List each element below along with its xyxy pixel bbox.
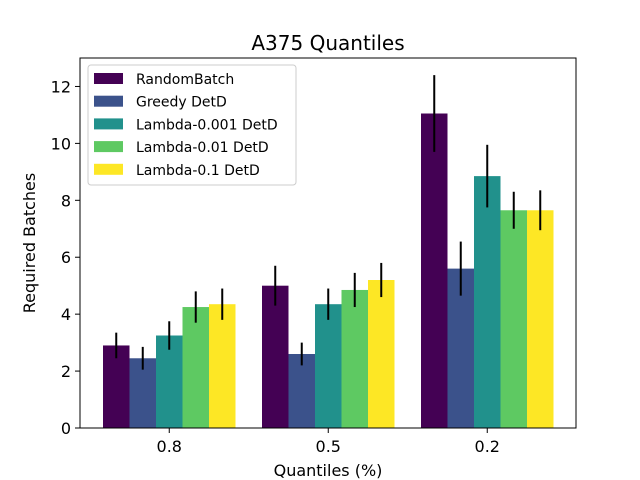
y-tick-label: 0 xyxy=(61,419,71,438)
legend-swatch xyxy=(94,73,123,84)
x-axis-label: Quantiles (%) xyxy=(274,461,383,480)
bar-randombatch-0-2 xyxy=(421,113,448,428)
y-axis-label: Required Batches xyxy=(20,173,39,313)
legend-label: Lambda-0.1 DetD xyxy=(136,163,260,179)
legend-label: Greedy DetD xyxy=(136,95,227,111)
chart-title: A375 Quantiles xyxy=(251,31,404,55)
y-tick-label: 6 xyxy=(61,248,71,267)
y-axis: 0 2 4 6 8 10 12 xyxy=(51,77,80,438)
legend-swatch xyxy=(94,95,123,107)
bars-group xyxy=(103,113,554,428)
legend-swatch xyxy=(94,163,123,175)
bar-greedy-detd-0-8 xyxy=(129,358,156,428)
y-tick-label: 4 xyxy=(61,305,71,324)
bar-lambda-0-001-detd-0-5 xyxy=(315,304,342,428)
bar-randombatch-0-5 xyxy=(262,285,289,428)
legend-swatch xyxy=(94,118,123,130)
bar-lambda-0-01-detd-0-5 xyxy=(341,289,368,428)
legend-box xyxy=(87,64,297,186)
bar-greedy-detd-0-5 xyxy=(288,354,315,428)
bar-lambda-0-1-detd-0-2 xyxy=(527,210,554,428)
bar-lambda-0-001-detd-0-8 xyxy=(156,335,183,428)
legend: RandomBatch Greedy DetD Lambda-0.001 DetD L… xyxy=(87,64,297,186)
errorbars-group xyxy=(115,75,542,370)
y-tick-label: 10 xyxy=(51,134,71,153)
x-axis: 0.8 0.5 0.2 xyxy=(157,428,500,456)
bar-lambda-0-01-detd-0-2 xyxy=(500,210,527,428)
bar-lambda-0-1-detd-0-8 xyxy=(209,304,236,428)
bar-lambda-0-1-detd-0-5 xyxy=(368,280,395,428)
legend-swatch xyxy=(94,141,123,153)
x-tick-label: 0.8 xyxy=(157,437,182,456)
legend-label: RandomBatch xyxy=(136,72,234,88)
y-tick-label: 2 xyxy=(61,362,71,381)
bar-lambda-0-01-detd-0-8 xyxy=(182,307,209,428)
bar-lambda-0-001-detd-0-2 xyxy=(474,176,501,428)
y-tick-label: 12 xyxy=(51,77,71,96)
x-tick-label: 0.5 xyxy=(316,437,341,456)
legend-label: Lambda-0.001 DetD xyxy=(136,117,278,133)
bar-randombatch-0-8 xyxy=(103,345,130,428)
y-tick-label: 8 xyxy=(61,191,71,210)
legend-label: Lambda-0.01 DetD xyxy=(136,140,269,156)
x-tick-label: 0.2 xyxy=(475,437,500,456)
